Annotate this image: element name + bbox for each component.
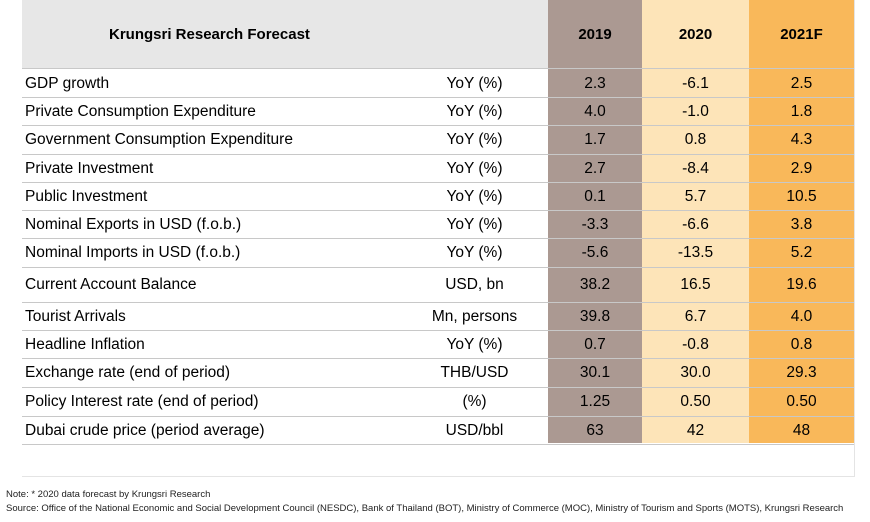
value-2020: -1.0 [682, 102, 709, 120]
value-2020: -13.5 [677, 244, 714, 261]
value-2019: 2.3 [584, 74, 606, 92]
value-2019: 4.0 [584, 102, 606, 120]
row-unit: YoY (%) [446, 244, 503, 261]
row-unit: YoY (%) [446, 335, 503, 353]
value-2020: 6.7 [684, 307, 707, 325]
source-text: Source: Office of the National Economic … [6, 503, 844, 514]
row-unit: THB/USD [440, 364, 509, 381]
value-2021f: 2.5 [790, 74, 813, 92]
value-2020: 5.7 [684, 187, 707, 205]
table-title: Krungsri Research Forecast [109, 25, 310, 43]
value-2019: 38.2 [579, 276, 611, 293]
value-2021f: 1.8 [790, 102, 813, 120]
table-row: Nominal Imports in USD (f.o.b.) YoY (%) -5… [22, 239, 854, 268]
row-label: Public Investment [25, 187, 148, 205]
header-year-2021f: 2021F [780, 25, 823, 43]
row-unit: USD/bbl [445, 421, 504, 439]
row-label: Current Account Balance [25, 276, 197, 293]
row-unit: YoY (%) [446, 215, 503, 233]
value-2020: 42 [686, 421, 705, 439]
value-2021f: 0.50 [786, 393, 817, 410]
value-2021f: 3.8 [790, 215, 813, 233]
value-2021f: 0.8 [790, 335, 813, 353]
row-unit: YoY (%) [446, 131, 503, 148]
value-2020: -0.8 [682, 335, 709, 353]
row-unit: YoY (%) [446, 159, 503, 177]
value-2021f: 29.3 [786, 364, 817, 381]
row-label: Policy Interest rate (end of period) [25, 393, 259, 410]
table-row: GDP growth YoY (%) 2.3 -6.1 2.5 [22, 70, 854, 98]
table-row: Exchange rate (end of period) THB/USD 30.1… [22, 359, 854, 388]
row-label: Nominal Exports in USD (f.o.b.) [25, 215, 242, 233]
row-unit: YoY (%) [446, 74, 503, 92]
value-2021f: 10.5 [786, 187, 817, 205]
table-row: Policy Interest rate (end of period) (%) 1… [22, 388, 854, 417]
header-background [22, 0, 548, 68]
value-2019: 1.7 [584, 131, 606, 148]
row-label: Private Investment [25, 159, 154, 177]
header-year-2020: 2020 [678, 25, 713, 43]
row-label: Nominal Imports in USD (f.o.b.) [25, 244, 241, 261]
row-unit: YoY (%) [446, 102, 503, 120]
table-row: Current Account Balance USD, bn 38.2 16.5 19… [22, 268, 854, 303]
row-unit: Mn, persons [431, 307, 518, 325]
value-2019: 63 [586, 421, 604, 439]
row-label: Private Consumption Expenditure [25, 102, 256, 120]
value-2020: 0.8 [684, 131, 707, 148]
value-2021f: 5.2 [790, 244, 813, 261]
row-label: Government Consumption Expenditure [25, 131, 293, 148]
value-2020: -6.6 [682, 215, 709, 233]
table-row: Private Investment YoY (%) 2.7 -8.4 2.9 [22, 155, 854, 183]
value-2019: 30.1 [579, 364, 611, 381]
value-2019: -5.6 [581, 244, 609, 261]
value-2021f: 19.6 [786, 276, 817, 293]
row-label: Headline Inflation [25, 335, 145, 353]
value-2019: 0.1 [584, 187, 606, 205]
forecast-table: Krungsri Research Forecast 2019 2020 202… [22, 0, 855, 477]
footnotes: Note: * 2020 data forecast by Krungsri R… [6, 488, 843, 516]
table-row: Headline Inflation YoY (%) 0.7 -0.8 0.8 [22, 331, 854, 359]
row-label: GDP growth [25, 74, 110, 92]
value-2021f: 2.9 [790, 159, 813, 177]
row-unit: USD, bn [445, 276, 504, 293]
value-2019: 2.7 [584, 159, 606, 177]
value-2021f: 48 [792, 421, 811, 439]
value-2020: -8.4 [682, 159, 709, 177]
column-2021-background [749, 0, 854, 443]
value-2019: -3.3 [581, 215, 609, 233]
value-2020: -6.1 [682, 74, 709, 92]
row-label: Tourist Arrivals [25, 307, 126, 325]
header-divider [22, 68, 854, 69]
value-2019: 0.7 [584, 335, 606, 353]
note-text: Note: * 2020 data forecast by Krungsri R… [6, 489, 211, 500]
value-2020: 16.5 [680, 276, 711, 293]
value-2021f: 4.3 [790, 131, 813, 148]
value-2021f: 4.0 [790, 307, 813, 325]
table-row: Dubai crude price (period average) USD/bb… [22, 417, 854, 445]
table-row: Private Consumption Expenditure YoY (%) 4.… [22, 98, 854, 126]
row-unit: (%) [462, 393, 487, 410]
value-2019: 39.8 [579, 307, 611, 325]
row-label: Dubai crude price (period average) [25, 421, 265, 439]
value-2020: 0.50 [680, 393, 711, 410]
row-unit: YoY (%) [446, 187, 503, 205]
table-row: Government Consumption Expenditure YoY (%… [22, 126, 854, 155]
row-label: Exchange rate (end of period) [25, 364, 231, 381]
table-row: Tourist Arrivals Mn, persons 39.8 6.7 4.0 [22, 303, 854, 331]
table-row: Public Investment YoY (%) 0.1 5.7 10.5 [22, 183, 854, 211]
table-row: Nominal Exports in USD (f.o.b.) YoY (%) -3… [22, 211, 854, 239]
header-year-2019: 2019 [578, 25, 612, 43]
value-2020: 30.0 [680, 364, 711, 381]
value-2019: 1.25 [579, 393, 611, 410]
column-2020-background [642, 0, 749, 443]
column-2019-background [548, 0, 642, 443]
